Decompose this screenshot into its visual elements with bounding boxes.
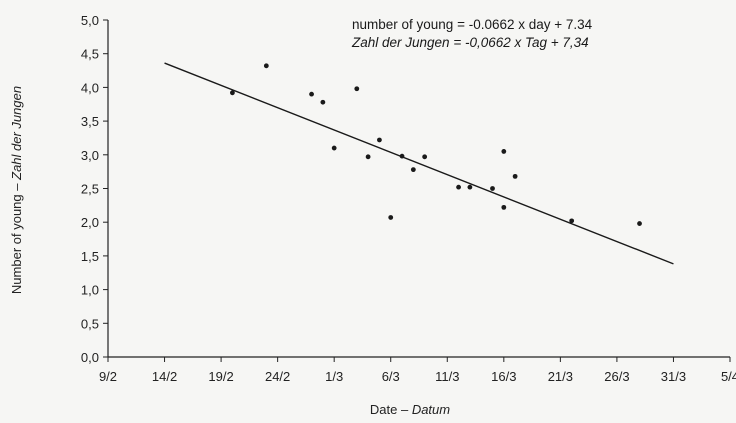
data-point [456,184,461,190]
x-axis-title-sep: – [397,402,411,417]
y-axis-title: Number of young – Zahl der Jungen [9,86,24,294]
data-point [263,63,269,69]
data-point [501,149,507,154]
data-point [354,86,360,92]
y-tick-label: 2,5 [81,182,99,197]
x-tick-label: 5/4 [721,369,736,384]
data-point [309,91,314,97]
y-axis-title-sep: – [9,180,24,194]
x-tick-label: 31/3 [661,369,686,384]
data-point [230,90,235,96]
y-tick-label: 4,0 [81,80,99,95]
trend-line [164,62,674,265]
x-tick-label: 14/2 [152,369,177,384]
x-tick-label: 6/3 [382,369,400,384]
data-point [501,204,507,210]
data-point [569,218,575,224]
y-ticks: 0,0 0,5 1,0 1,5 2,0 2,5 3,0 3,5 4,0 4,5 5,0 [81,13,108,365]
data-point [637,221,642,226]
x-tick-label: 19/2 [208,369,233,384]
y-tick-label: 3,0 [81,148,99,163]
y-tick-label: 0,0 [81,350,99,365]
x-tick-label: 26/3 [604,369,629,384]
x-tick-label: 1/3 [325,369,343,384]
data-point [512,173,518,179]
trend-line-group [164,62,674,265]
x-ticks: 9/2 14/2 19/2 24/2 1/3 6/3 11/3 16/3 21/3 26/3 31/… [99,357,736,384]
x-tick-label: 21/3 [548,369,573,384]
data-point [467,184,473,190]
data-point [388,215,394,220]
y-axis-title-en: Number of young [9,194,24,294]
equation-german: Zahl der Jungen = -0,0662 x Tag + 7,34 [351,35,589,50]
data-points [230,63,642,226]
y-tick-label: 2,0 [81,215,99,230]
x-axis-title: Date – Datum [370,402,450,417]
data-point [422,154,428,160]
x-tick-label: 11/3 [435,369,459,384]
data-point [365,154,371,160]
axes [107,20,730,358]
x-axis-title-de: Datum [412,402,450,417]
data-point [490,186,495,191]
y-tick-label: 0,5 [81,316,99,331]
y-tick-label: 5,0 [81,13,99,28]
y-tick-label: 3,5 [81,114,99,129]
y-tick-label: 4,5 [81,47,99,62]
y-tick-label: 1,0 [81,283,99,298]
x-tick-label: 24/2 [265,369,290,384]
data-point [320,99,326,105]
y-axis-title-de: Zahl der Jungen [9,86,24,181]
y-tick-label: 1,5 [81,249,99,264]
data-point [331,145,337,151]
x-tick-label: 9/2 [99,369,117,384]
data-point [410,167,416,173]
data-point [377,137,382,143]
equation-english: number of young = -0.0662 x day + 7.34 [352,17,593,32]
x-axis-title-en: Date [370,402,397,417]
x-tick-label: 16/3 [491,369,516,384]
